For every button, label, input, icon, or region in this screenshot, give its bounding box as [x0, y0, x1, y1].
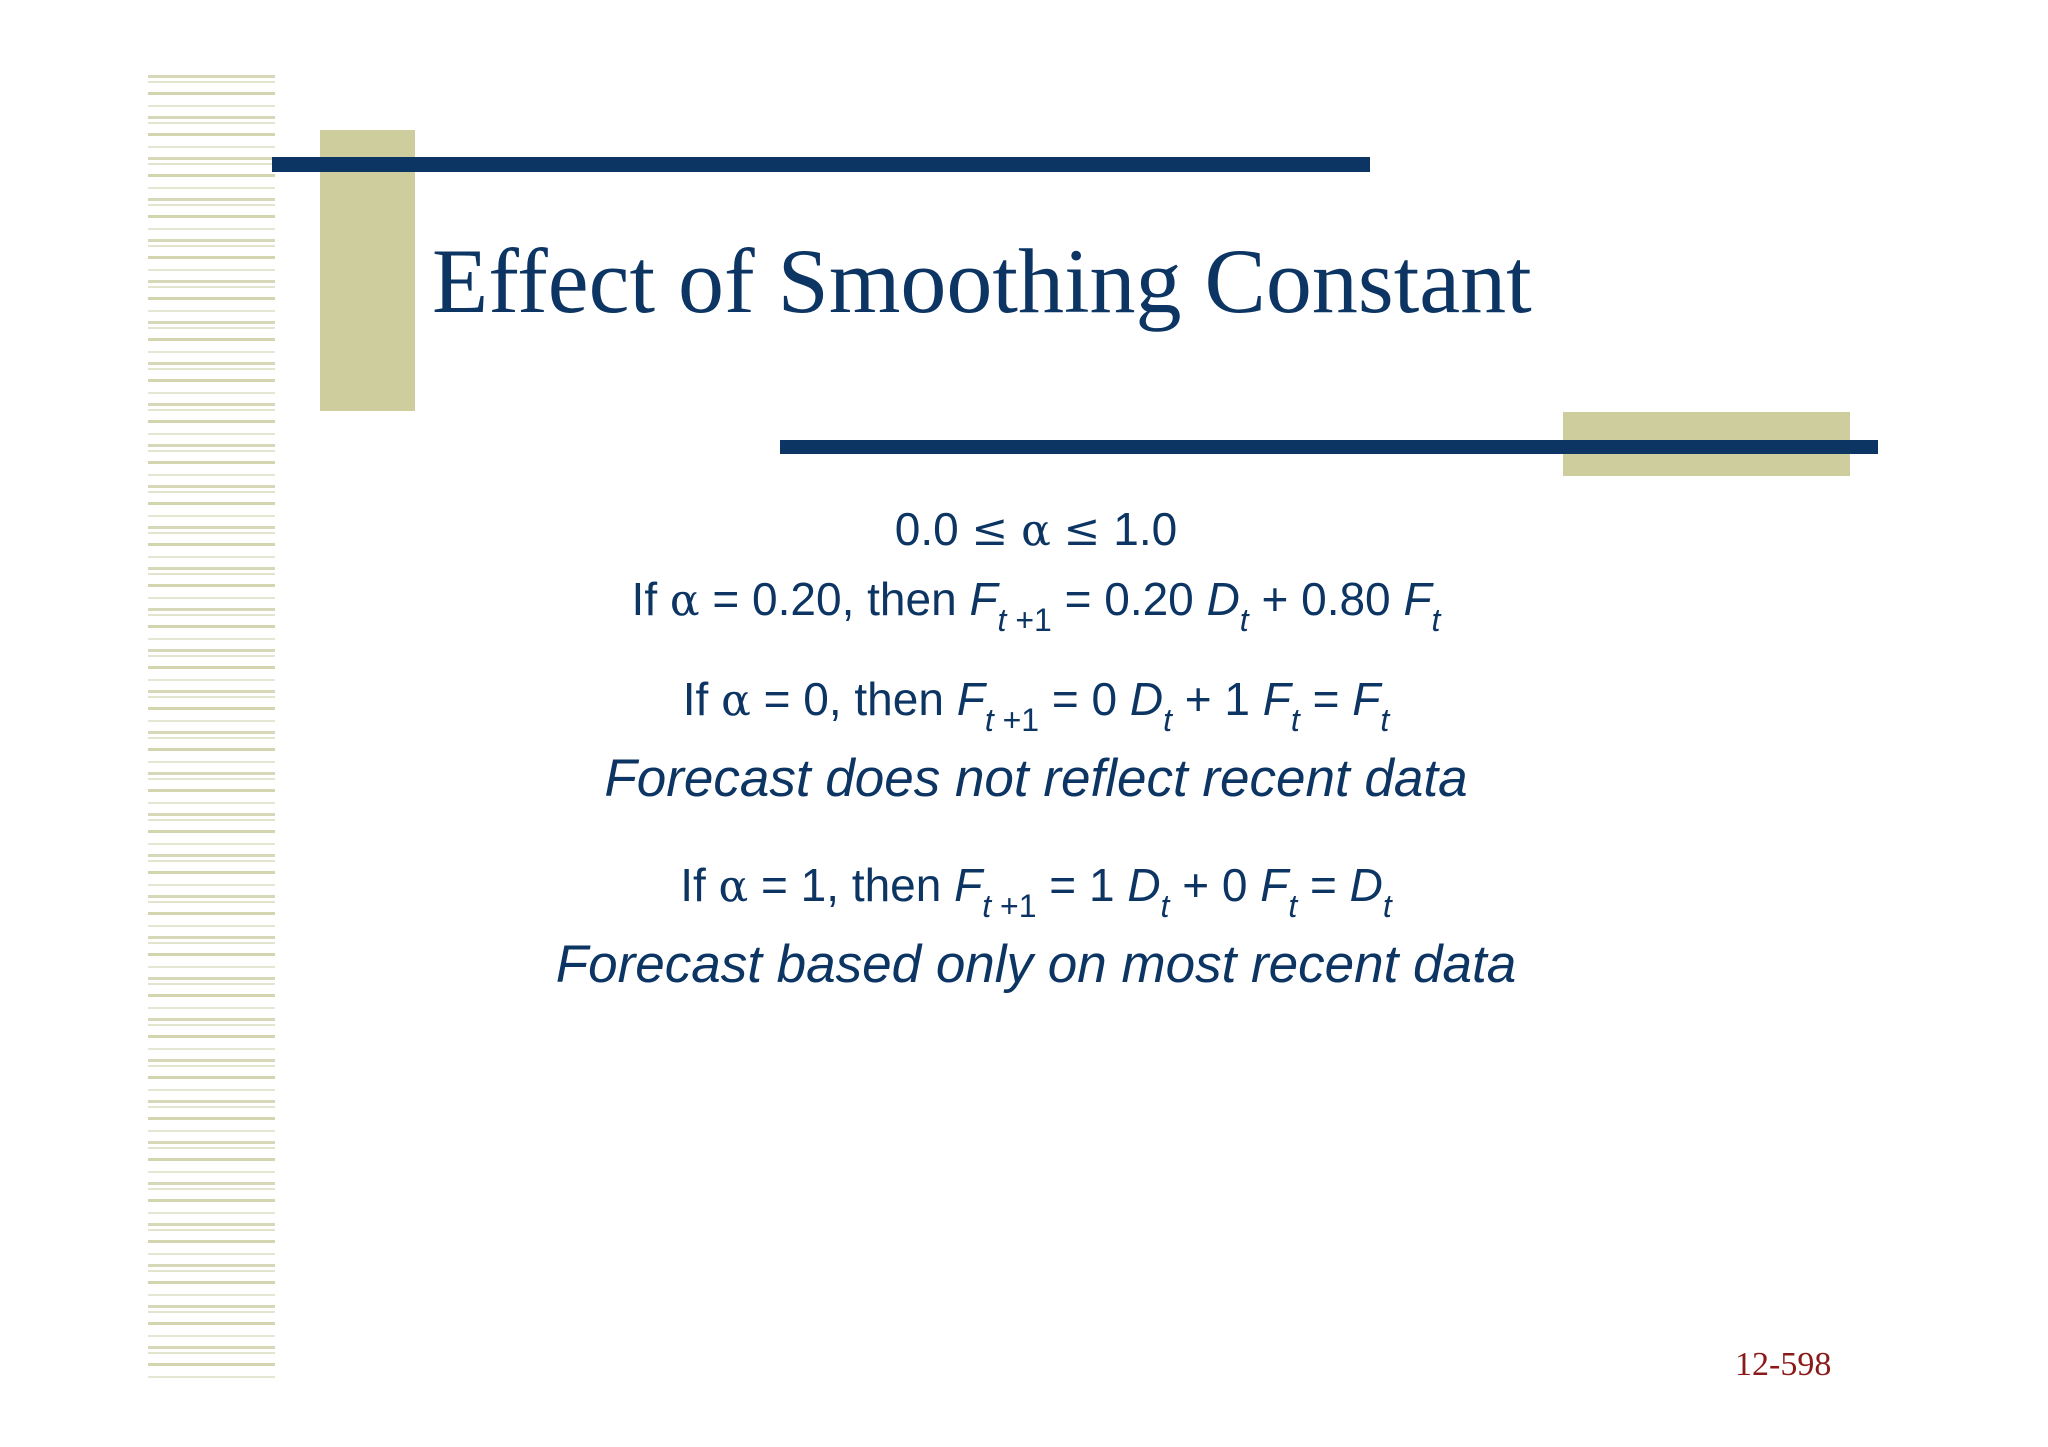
slide-title: Effect of Smoothing Constant: [432, 230, 1532, 332]
le-symbol: ≤: [1063, 505, 1101, 556]
alpha-symbol: α: [1021, 505, 1051, 556]
equals-sign: =: [1310, 859, 1337, 911]
condition-text: = 0, then: [763, 673, 944, 725]
formula-alpha-0: If α = 0, then Ft +1 = 0 Dt + 1 Ft = Ft: [12, 673, 2048, 736]
alpha-range-formula: 0.0 ≤ α ≤ 1.0: [12, 506, 2048, 553]
forecast-variable: F: [1262, 673, 1291, 725]
alpha-symbol: α: [718, 861, 749, 912]
subscript-t: t: [1160, 888, 1170, 924]
alpha-symbol: α: [721, 675, 751, 726]
result-variable: F: [1352, 673, 1381, 725]
subscript-plus1: +1: [1002, 702, 1040, 738]
subscript-t: t: [1431, 602, 1441, 638]
note-most-recent-data: Forecast based only on most recent data: [555, 935, 1517, 994]
range-upper: 1.0: [1113, 503, 1178, 555]
subscript-t: t: [1382, 888, 1392, 924]
condition-text: = 0.20, then: [712, 573, 957, 625]
forecast-variable: F: [956, 673, 985, 725]
alpha-symbol: α: [669, 575, 700, 626]
forecast-variable: F: [1260, 859, 1289, 911]
subscript-t: t: [1380, 702, 1390, 738]
coefficient-f: + 0.80: [1261, 573, 1391, 625]
if-text: If: [631, 573, 658, 625]
forecast-variable: F: [954, 859, 983, 911]
demand-variable: D: [1127, 859, 1161, 911]
subscript-t: t: [982, 888, 992, 924]
forecast-variable: F: [969, 573, 998, 625]
subscript: t +1: [985, 702, 1039, 738]
decorative-rule-top: [272, 157, 1370, 172]
subscript: t +1: [998, 602, 1052, 638]
subscript-t: t: [1163, 702, 1172, 738]
le-symbol: ≤: [971, 505, 1009, 556]
decorative-stripe-column: [148, 75, 275, 1385]
demand-variable: D: [1129, 673, 1164, 725]
forecast-variable: F: [1403, 573, 1432, 625]
subscript-t: t: [1288, 888, 1298, 924]
note-no-recent-data: Forecast does not reflect recent data: [604, 749, 1468, 808]
result-variable: D: [1349, 859, 1383, 911]
demand-variable: D: [1206, 573, 1240, 625]
equals-sign: =: [1312, 673, 1340, 725]
page-number: 12-598: [1735, 1346, 1832, 1383]
range-lower: 0.0: [894, 503, 959, 555]
formula-alpha-020: If α = 0.20, then Ft +1 = 0.20 Dt + 0.80…: [12, 573, 2048, 636]
subscript-plus1: +1: [1000, 888, 1037, 924]
formula-alpha-1: If α = 1, then Ft +1 = 1 Dt + 0 Ft = Dt: [12, 859, 2048, 922]
subscript-t: t: [997, 602, 1007, 638]
coefficient-d: = 0: [1051, 673, 1118, 725]
decorative-olive-block-left: [320, 130, 415, 411]
subscript-plus1: +1: [1015, 602, 1052, 638]
if-text: If: [682, 673, 709, 725]
condition-text: = 1, then: [761, 859, 942, 911]
subscript: t +1: [982, 888, 1036, 924]
coefficient-d: = 0.20: [1064, 573, 1194, 625]
coefficient-f: + 0: [1182, 859, 1248, 911]
coefficient-d: = 1: [1049, 859, 1115, 911]
subscript-t: t: [1290, 702, 1300, 738]
decorative-rule-bottom: [780, 440, 1878, 454]
coefficient-f: + 1: [1184, 673, 1251, 725]
subscript-t: t: [984, 702, 994, 738]
subscript-t: t: [1239, 602, 1249, 638]
if-text: If: [680, 859, 706, 911]
